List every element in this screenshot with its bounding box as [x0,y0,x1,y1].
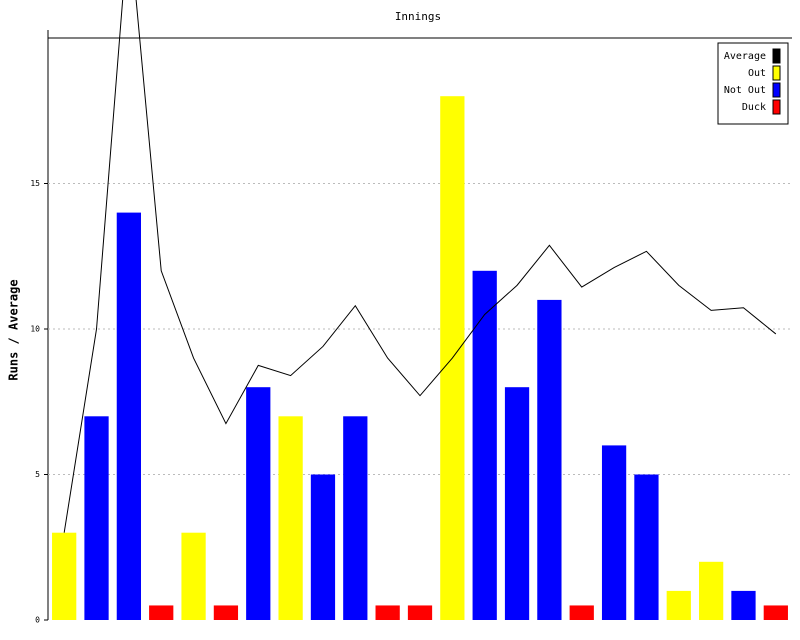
y-tick-label: 0 [35,616,40,625]
bar [181,532,206,620]
bar [116,212,141,620]
y-axis-label: Runs / Average [7,279,21,380]
legend: Average Out Not Out Duck [717,42,789,125]
average-line [63,0,777,533]
bar [569,605,594,620]
bar [763,605,788,620]
legend-swatch [772,82,781,98]
bar [246,387,271,620]
legend-label: Out [748,68,766,79]
bar [634,474,659,620]
bar [375,605,400,620]
y-tick-label: 15 [30,179,40,188]
legend-label: Not Out [724,85,766,96]
legend-label: Duck [742,102,766,113]
bar [407,605,433,620]
bar [343,416,368,620]
bar [537,299,562,620]
bar [504,387,530,620]
bar [731,590,756,620]
bar [149,605,174,620]
y-tick-label: 5 [35,470,40,479]
bar [601,445,627,620]
bar [278,416,303,620]
legend-label: Average [724,51,766,62]
bar [472,270,497,620]
bar [52,532,77,620]
chart-title: Innings [395,10,441,23]
bar [310,474,336,620]
bar [699,561,724,620]
y-tick-label: 10 [30,325,40,334]
legend-swatch [772,99,781,115]
bar [666,590,691,620]
bar [84,416,109,620]
legend-swatch [772,48,781,64]
legend-swatch [772,65,781,81]
bar [213,605,239,620]
